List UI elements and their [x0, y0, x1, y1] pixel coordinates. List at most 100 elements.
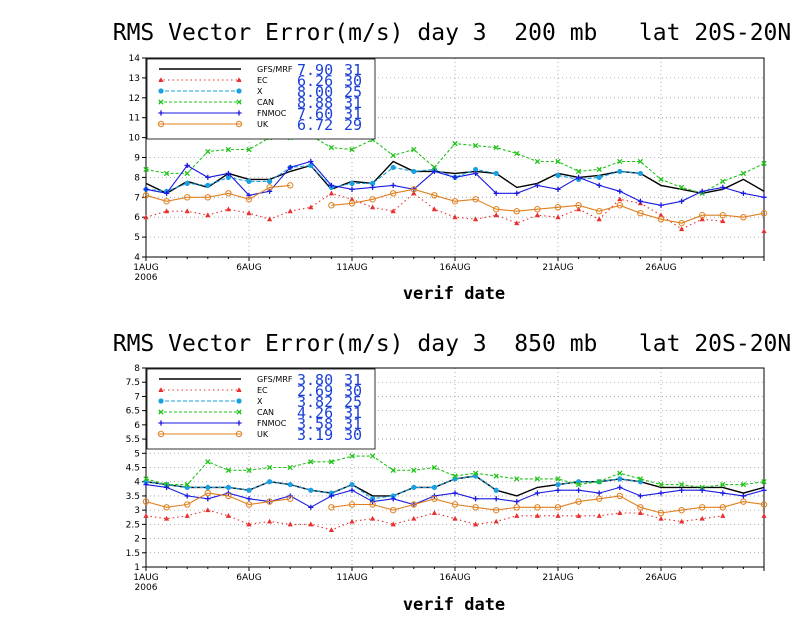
legend-mean: 6.26: [297, 72, 333, 90]
data-point: [411, 467, 417, 474]
data-point: [473, 521, 479, 527]
data-point: [637, 493, 643, 499]
data-point: [390, 190, 397, 197]
data-point: [410, 186, 417, 193]
data-point: [699, 188, 705, 194]
legend-count: 31: [344, 415, 362, 433]
data-point: [658, 176, 664, 183]
data-point: [370, 184, 376, 190]
data-point: [658, 515, 664, 521]
data-point: [617, 510, 623, 515]
data-point: [266, 184, 273, 191]
data-point: [204, 194, 212, 201]
y-tick-label: 3.5: [126, 492, 140, 502]
data-point: [719, 212, 726, 219]
data-point: [452, 174, 458, 180]
data-point: [534, 490, 540, 496]
data-point: [184, 501, 191, 508]
y-tick-label: 14: [129, 54, 141, 64]
data-point: [411, 146, 417, 153]
legend-marker: [158, 387, 164, 392]
data-point: [225, 146, 232, 153]
data-point: [637, 158, 644, 165]
data-point: [699, 212, 706, 219]
series-uk: [142, 489, 768, 517]
data-point: [246, 521, 252, 527]
data-point: [390, 152, 396, 159]
y-tick-label: 8: [134, 364, 140, 374]
data-point: [370, 180, 376, 186]
data-point: [328, 182, 334, 188]
data-point: [534, 182, 540, 188]
data-point: [452, 214, 458, 220]
y-tick-label: 6.5: [126, 407, 140, 417]
legend-label: FNMOC: [257, 419, 287, 428]
data-point: [576, 206, 582, 212]
data-point: [514, 150, 520, 157]
data-point: [472, 142, 479, 149]
data-point: [493, 506, 500, 514]
legend-marker: [158, 409, 164, 415]
legend-mean: 6.72: [297, 116, 333, 134]
data-point: [287, 182, 294, 189]
data-point: [245, 196, 253, 203]
data-point: [678, 506, 685, 514]
y-tick-label: 11: [129, 114, 140, 124]
data-point: [554, 204, 562, 211]
data-point: [369, 453, 376, 459]
data-point: [163, 481, 170, 488]
legend-mean: 3.58: [297, 415, 333, 433]
data-point: [493, 473, 499, 479]
data-point: [143, 513, 149, 518]
data-point: [184, 513, 190, 518]
data-point: [554, 504, 562, 511]
data-point: [390, 493, 396, 499]
legend-mean: 4.26: [297, 404, 333, 422]
data-point: [679, 226, 685, 232]
y-tick-label: 7.5: [126, 378, 140, 388]
data-point: [287, 495, 294, 502]
x-axis-label: verif date: [403, 595, 505, 615]
data-point: [761, 228, 767, 234]
x-tick-label: 26AUG: [645, 573, 676, 583]
series-can: [143, 132, 767, 196]
data-point: [596, 174, 602, 180]
data-point: [576, 174, 582, 180]
legend-count: 30: [344, 72, 362, 90]
data-point: [163, 504, 170, 511]
data-point: [555, 476, 561, 482]
legend-count: 31: [344, 61, 362, 79]
data-point: [348, 200, 356, 207]
y-tick-label: 8: [134, 173, 140, 183]
data-point: [431, 192, 438, 199]
x-tick-label: 11AUG: [336, 263, 367, 273]
data-point: [493, 170, 499, 177]
legend-count: 30: [344, 426, 362, 444]
data-point: [308, 504, 314, 510]
data-point: [370, 515, 376, 521]
legend-marker: [236, 110, 242, 116]
data-point: [431, 495, 438, 502]
legend-mean: 3.80: [297, 371, 333, 389]
data-point: [411, 515, 417, 521]
data-point: [308, 162, 314, 169]
data-point: [596, 166, 602, 173]
data-point: [184, 170, 190, 177]
data-point: [225, 170, 231, 177]
legend-count: 25: [344, 83, 362, 101]
y-tick-label: 7: [134, 392, 140, 402]
data-point: [390, 506, 397, 514]
legend-marker: [158, 88, 164, 94]
y-tick-label: 3: [134, 506, 140, 516]
legend-label: CAN: [257, 98, 274, 107]
legend-mean: 3.82: [297, 393, 333, 411]
data-point: [740, 493, 746, 499]
data-point: [369, 196, 376, 203]
data-point: [555, 158, 561, 165]
data-point: [617, 168, 623, 175]
legend-label: UK: [257, 120, 269, 129]
data-point: [719, 504, 726, 511]
data-point: [390, 182, 396, 188]
data-point: [349, 518, 355, 524]
data-point: [452, 140, 458, 147]
